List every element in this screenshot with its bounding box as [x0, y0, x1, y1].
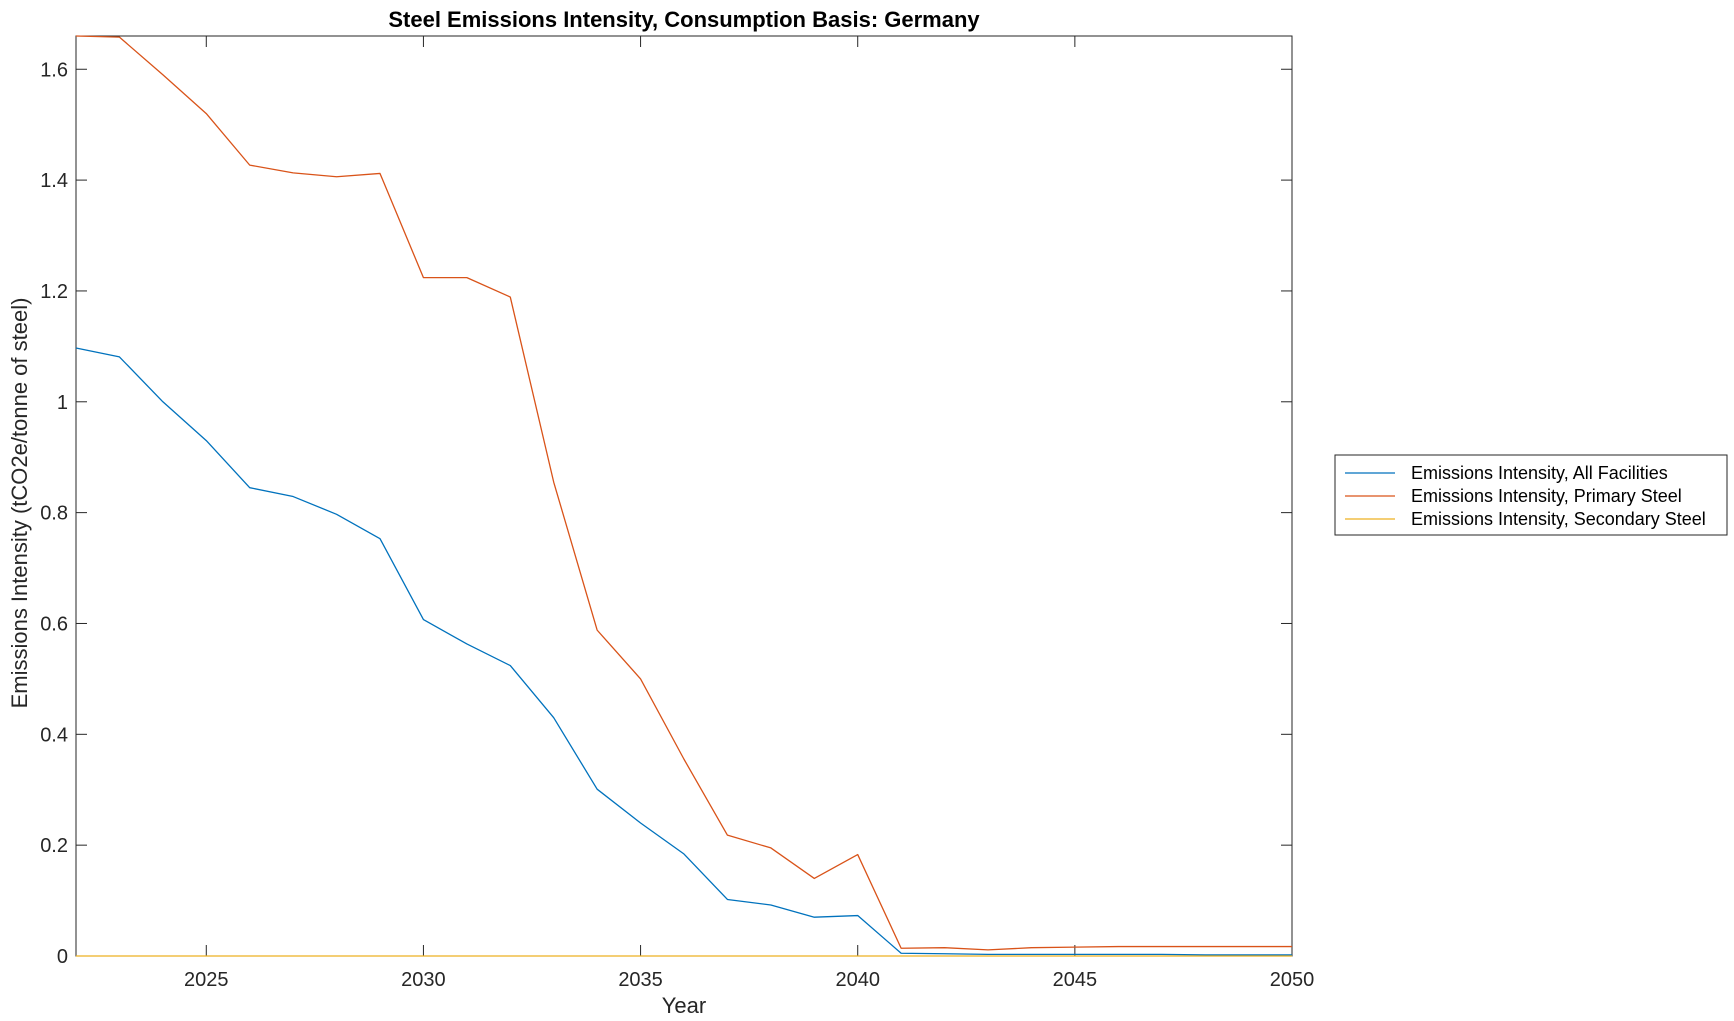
- y-tick-label: 0.6: [40, 613, 68, 635]
- legend-label-3: Emissions Intensity, Secondary Steel: [1411, 509, 1706, 529]
- legend: Emissions Intensity, All Facilities Emiss…: [1334, 454, 1728, 536]
- x-tick-label: 2025: [184, 969, 229, 991]
- series-line-1: [75, 347, 1292, 956]
- legend-label-2: Emissions Intensity, Primary Steel: [1411, 486, 1682, 506]
- legend-label-1: Emissions Intensity, All Facilities: [1411, 463, 1668, 483]
- x-axis-title: Year: [662, 993, 706, 1018]
- legend-box: [1334, 454, 1728, 536]
- x-tick-label: 2040: [835, 969, 880, 991]
- y-tick-label: 0: [57, 946, 68, 968]
- y-tick-label: 0.8: [40, 503, 68, 525]
- y-tick-label: 0.4: [40, 724, 68, 746]
- plot-area: 2025 2030 2035 2040 2045 2050 0 0.2 0.4 0.6 0.8 1 1.…: [40, 35, 1315, 991]
- y-tick-label: 1.4: [40, 170, 68, 192]
- y-tick-label: 0.2: [40, 835, 68, 857]
- y-axis-title: Emissions Intensity (tCO2e/tonne of stee…: [7, 298, 32, 709]
- y-tick-label: 1.2: [40, 281, 68, 303]
- y-tick-label: 1.6: [40, 59, 68, 81]
- x-tick-label: 2030: [401, 969, 446, 991]
- x-tick-label: 2045: [1053, 969, 1098, 991]
- y-tick-label: 1: [57, 392, 68, 414]
- series-line-2: [75, 35, 1292, 951]
- chart-title: Steel Emissions Intensity, Consumption B…: [388, 7, 980, 32]
- x-tick-label: 2035: [618, 969, 663, 991]
- x-tick-label: 2050: [1270, 969, 1315, 991]
